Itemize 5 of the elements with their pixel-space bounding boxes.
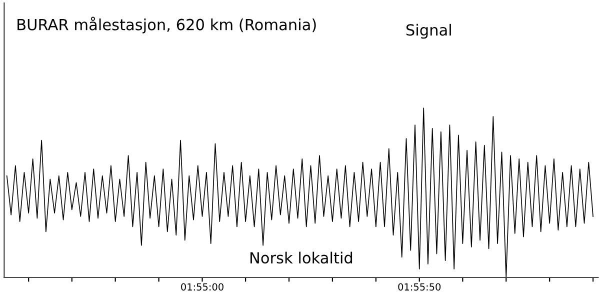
x-axis-title: Norsk lokaltid bbox=[250, 252, 352, 264]
text: Signal bbox=[406, 24, 451, 39]
x-tick-label: 01:55:50 bbox=[398, 283, 441, 291]
x-tick-label: 01:55:00 bbox=[181, 283, 224, 291]
chart-title: BURAR målestasjon, 620 km (Romania) bbox=[18, 16, 316, 34]
